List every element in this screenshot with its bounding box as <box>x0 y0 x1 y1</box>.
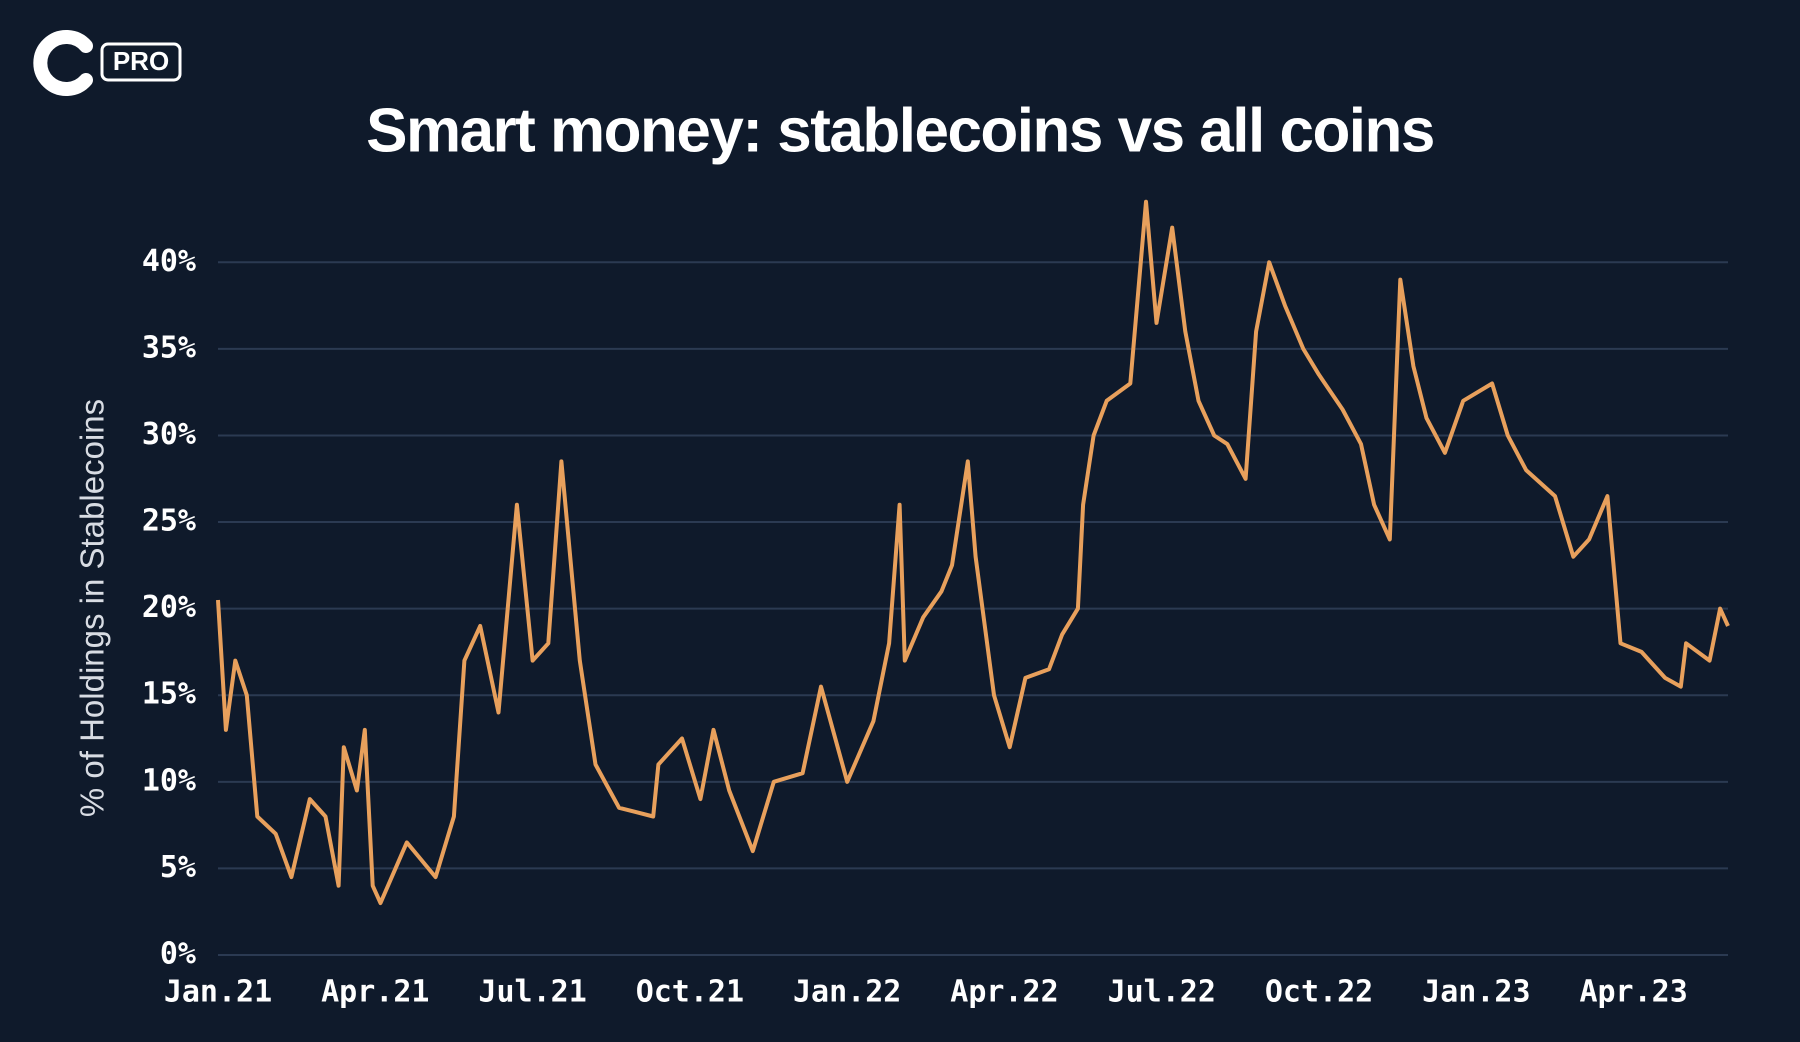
y-tick-label: 0% <box>160 937 196 972</box>
x-tick-label: Oct.22 <box>1265 975 1373 1010</box>
x-tick-label: Apr.23 <box>1579 975 1687 1010</box>
y-tick-label: 5% <box>160 850 196 885</box>
x-tick-label: Apr.21 <box>321 975 429 1010</box>
logo-text: PRO <box>113 46 169 76</box>
x-tick-label: Jan.23 <box>1422 975 1530 1010</box>
x-tick-label: Oct.21 <box>636 975 744 1010</box>
chart-title: Smart money: stablecoins vs all coins <box>366 96 1434 165</box>
y-tick-label: 20% <box>142 590 196 625</box>
y-tick-label: 15% <box>142 677 196 712</box>
logo-mark <box>33 30 93 96</box>
y-tick-label: 35% <box>142 330 196 365</box>
logo-badge <box>100 42 182 82</box>
y-axis-label: % of Holdings in Stablecoins <box>74 399 111 817</box>
x-tick-label: Jul.21 <box>478 975 586 1010</box>
x-tick-label: Apr.22 <box>950 975 1058 1010</box>
y-tick-label: 25% <box>142 504 196 539</box>
x-tick-label: Jan.22 <box>793 975 901 1010</box>
y-tick-label: 30% <box>142 417 196 452</box>
y-tick-label: 10% <box>142 763 196 798</box>
y-tick-label: 40% <box>142 244 196 279</box>
x-tick-label: Jul.22 <box>1108 975 1216 1010</box>
x-tick-label: Jan.21 <box>164 975 272 1010</box>
logo: PRO <box>33 30 182 96</box>
data-line <box>216 199 1730 905</box>
